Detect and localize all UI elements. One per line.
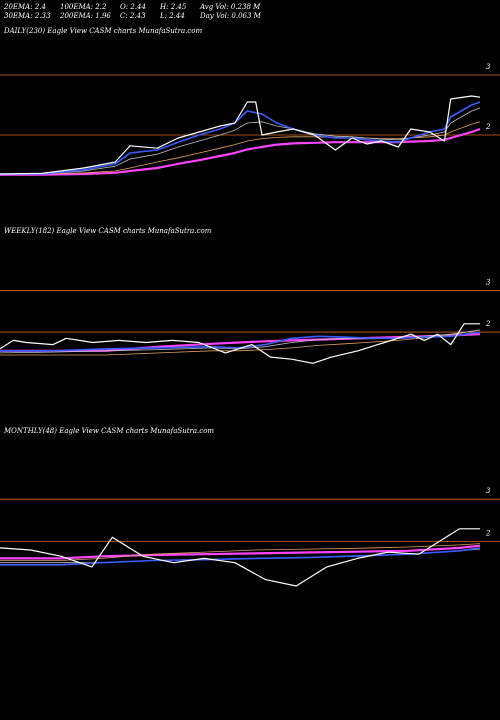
ema100-line bbox=[0, 543, 481, 561]
weekly-panel-label: WEEKLY(182) Eagle View CASM charts Munaf… bbox=[4, 227, 212, 235]
avg-vol-value: Avg Vol: 0.238 M bbox=[200, 3, 261, 11]
day-vol-value: Day Vol: 0.063 M bbox=[200, 12, 261, 20]
high-value: H: 2.45 bbox=[160, 3, 187, 11]
y-tick-label-1: 2 bbox=[485, 320, 491, 328]
ema200-line bbox=[0, 127, 481, 176]
y-tick-label-0: 3 bbox=[486, 487, 491, 495]
ema100-line bbox=[0, 329, 481, 356]
daily-panel-label: DAILY(230) Eagle View CASM charts Munafa… bbox=[4, 27, 203, 35]
low-value: L: 2.44 bbox=[160, 12, 185, 20]
close-value: C: 2.43 bbox=[120, 12, 146, 20]
y-tick-label-0: 3 bbox=[486, 63, 491, 71]
ema20-line bbox=[0, 331, 481, 352]
price-line bbox=[0, 528, 480, 587]
y-tick-label-1: 2 bbox=[485, 123, 491, 131]
monthly-panel-label: MONTHLY(48) Eagle View CASM charts Munaf… bbox=[4, 427, 215, 435]
y-tick-label-1: 2 bbox=[485, 530, 491, 538]
y-tick-label-0: 3 bbox=[486, 278, 491, 286]
ema30-value: 30EMA: 2.33 bbox=[4, 12, 51, 20]
ema20-value: 20EMA: 2.4 bbox=[4, 3, 46, 11]
ema100-value: 100EMA: 2.2 bbox=[60, 3, 107, 11]
ema200-value: 200EMA: 1.96 bbox=[60, 12, 111, 20]
ema30-line bbox=[0, 107, 481, 175]
price-line bbox=[0, 95, 481, 175]
ema20-line bbox=[0, 547, 481, 566]
open-value: O: 2.44 bbox=[120, 3, 146, 11]
ema200-line bbox=[0, 544, 481, 560]
ema20-line bbox=[0, 101, 481, 175]
price-line bbox=[0, 323, 480, 364]
ema100-line bbox=[0, 121, 481, 175]
